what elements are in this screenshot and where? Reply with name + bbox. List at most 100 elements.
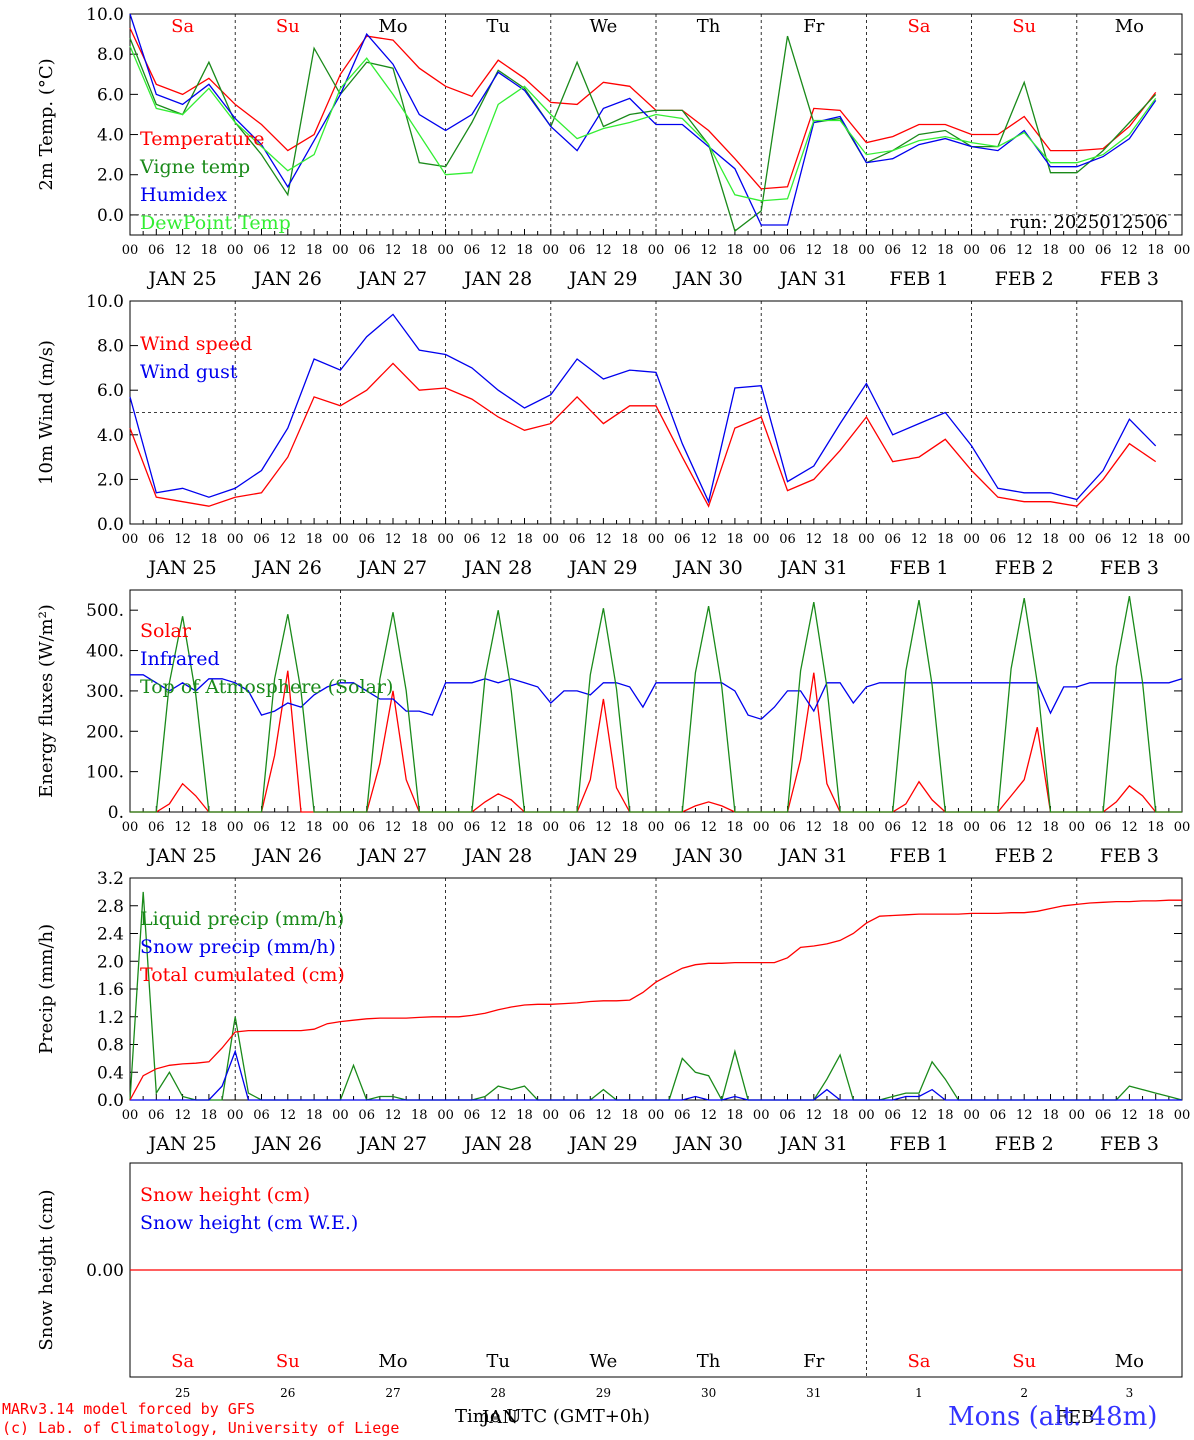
hour-label: 06: [1095, 820, 1112, 835]
hour-label: 06: [358, 532, 375, 547]
hour-label: 06: [1095, 243, 1112, 258]
hour-label: 00: [963, 532, 980, 547]
weekday-label: Th: [697, 16, 721, 37]
hour-label: 12: [490, 532, 507, 547]
y-tick-label: 0.0: [97, 1091, 124, 1111]
hour-label: 06: [779, 243, 796, 258]
legend-entry: Humidex: [140, 184, 227, 206]
panel-3: 00 06 12 18 00 06 12 18 00 06 12 18 00 06 12 18 00 06 12 18…: [36, 589, 1190, 867]
hour-label: 12: [490, 1108, 507, 1123]
date-label: JAN 31: [778, 557, 848, 579]
hour-label: 18: [201, 243, 218, 258]
hour-label: 00: [753, 820, 770, 835]
hour-label: 00: [858, 243, 875, 258]
hour-label: 06: [674, 820, 691, 835]
weekday-label: Mo: [1115, 16, 1144, 37]
series-line-temperature: [129, 27, 1157, 190]
hour-label: 06: [358, 1108, 375, 1123]
hour-label: 18: [1042, 1108, 1059, 1123]
hour-label: 00: [753, 532, 770, 547]
legend-entry: Top of Atmosphere (Solar): [140, 676, 393, 698]
hour-label: 12: [174, 243, 191, 258]
hour-label: 18: [621, 243, 638, 258]
date-label: JAN 26: [252, 268, 322, 290]
hour-label: 18: [1147, 820, 1164, 835]
date-label: JAN 25: [147, 268, 217, 290]
hour-label: 12: [806, 532, 823, 547]
hour-label: 18: [727, 532, 744, 547]
y-tick-label: 2.0: [97, 470, 124, 490]
weekday-label: Th: [697, 1351, 721, 1372]
hour-label: 18: [727, 243, 744, 258]
y-axis-label: 2m Temp. (°C): [36, 58, 57, 190]
y-tick-label: 10.0: [86, 292, 124, 312]
weekday-label: Sa: [907, 1351, 930, 1372]
legend-entry: Snow precip (mm/h): [140, 936, 336, 958]
hour-label: 18: [937, 1108, 954, 1123]
hour-label: 18: [411, 243, 428, 258]
hour-label: 12: [280, 1108, 297, 1123]
hour-label: 06: [358, 243, 375, 258]
hour-label: 00: [963, 1108, 980, 1123]
hour-label: 06: [779, 532, 796, 547]
series-line-wind-speed: [129, 362, 1157, 508]
hour-label: 18: [1042, 243, 1059, 258]
y-tick-label: 0.8: [97, 1036, 124, 1056]
hour-label: 00: [648, 532, 665, 547]
station-name: Mons (alt. 48m): [948, 1402, 1158, 1432]
legend-entry: Total cumulated (cm): [140, 964, 345, 986]
hour-label: 18: [201, 1108, 218, 1123]
hour-label: 06: [990, 532, 1007, 547]
hour-label: 18: [411, 532, 428, 547]
hour-label: 00: [437, 1108, 454, 1123]
series-line-vigne-temp: [129, 35, 1157, 233]
hour-label: 00: [963, 243, 980, 258]
hour-label: 18: [937, 243, 954, 258]
y-tick-label: 1.2: [97, 1008, 124, 1028]
hour-label: 18: [201, 532, 218, 547]
hour-label: 00: [648, 820, 665, 835]
hour-label: 06: [990, 1108, 1007, 1123]
y-tick-label: 200.: [86, 722, 124, 742]
date-label: FEB 2: [995, 845, 1054, 867]
date-label: JAN 29: [567, 1133, 637, 1155]
hour-label: 18: [937, 820, 954, 835]
date-label: JAN 31: [778, 268, 848, 290]
hour-label: 12: [595, 820, 612, 835]
hour-label: 18: [516, 1108, 533, 1123]
hour-label: 18: [201, 820, 218, 835]
hour-label: 06: [990, 820, 1007, 835]
date-label: JAN 28: [462, 268, 532, 290]
series-line-total-cumulated-cm-: [129, 899, 1182, 1101]
hour-label: 18: [411, 820, 428, 835]
weekday-label: Mo: [378, 16, 407, 37]
date-label: JAN 25: [147, 845, 217, 867]
weekday-label: Mo: [1115, 1351, 1144, 1372]
legend-entry: Liquid precip (mm/h): [140, 908, 344, 930]
hour-label: 00: [332, 1108, 349, 1123]
hour-label: 00: [648, 1108, 665, 1123]
weekday-label: Sa: [171, 16, 194, 37]
hour-label: 00: [1069, 820, 1086, 835]
date-label: JAN 29: [567, 845, 637, 867]
hour-label: 18: [306, 1108, 323, 1123]
weekday-label: Mo: [378, 1351, 407, 1372]
date-label: FEB 3: [1100, 1133, 1159, 1155]
hour-label: 00: [753, 243, 770, 258]
hour-label: 12: [174, 532, 191, 547]
y-tick-label: 0.0: [97, 206, 124, 226]
hour-label: 06: [148, 243, 165, 258]
date-label: FEB 2: [995, 268, 1054, 290]
series-line-wind-gust: [129, 313, 1157, 504]
hour-label: 12: [385, 1108, 402, 1123]
hour-label: 18: [937, 532, 954, 547]
date-label: JAN 29: [567, 557, 637, 579]
hour-label: 18: [516, 532, 533, 547]
legend-entry: Vigne temp: [139, 156, 250, 178]
y-tick-label: 500.: [86, 601, 124, 621]
date-label: FEB 1: [889, 845, 948, 867]
date-label: FEB 3: [1100, 845, 1159, 867]
hour-label: 00: [1174, 1108, 1191, 1123]
hour-label: 12: [1121, 243, 1138, 258]
